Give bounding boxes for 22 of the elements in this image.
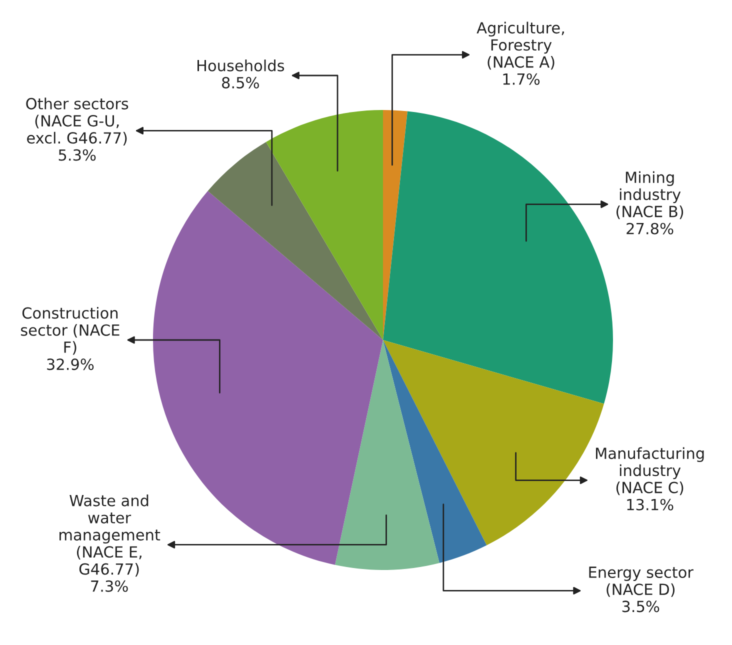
pie-slice [266, 110, 383, 340]
slice-label: Mining industry (NACE B) [616, 171, 684, 220]
slice-label: Other sectors (NACE G-U, excl. G46.77) [26, 98, 128, 146]
pie-slice [334, 340, 440, 570]
data-label: 5.3% [58, 149, 96, 161]
data-label: 27.8% [626, 222, 674, 234]
slice-label: Energy sector (NACE D) [589, 566, 694, 597]
pie-slice [208, 142, 383, 340]
data-label: 8.5% [222, 76, 259, 88]
slice-label: Manufacturing industry (NACE C) [596, 447, 704, 496]
pie-slice [383, 340, 487, 563]
slice-label: Agriculture, Forestry (NACE A) [476, 22, 564, 70]
data-label: 32.9% [47, 358, 94, 370]
data-label: 13.1% [627, 498, 674, 510]
slice-label: Waste and water management (NACE E, G46.77) [60, 494, 160, 577]
slice-label: Construction sector (NACE F) [20, 306, 120, 355]
pie-slice [383, 111, 613, 404]
data-label: 7.3% [91, 580, 128, 592]
slice-label: Households [197, 60, 284, 72]
data-label: 3.5% [622, 600, 660, 612]
data-label: 1.7% [503, 73, 540, 85]
pie-slice [383, 110, 408, 340]
